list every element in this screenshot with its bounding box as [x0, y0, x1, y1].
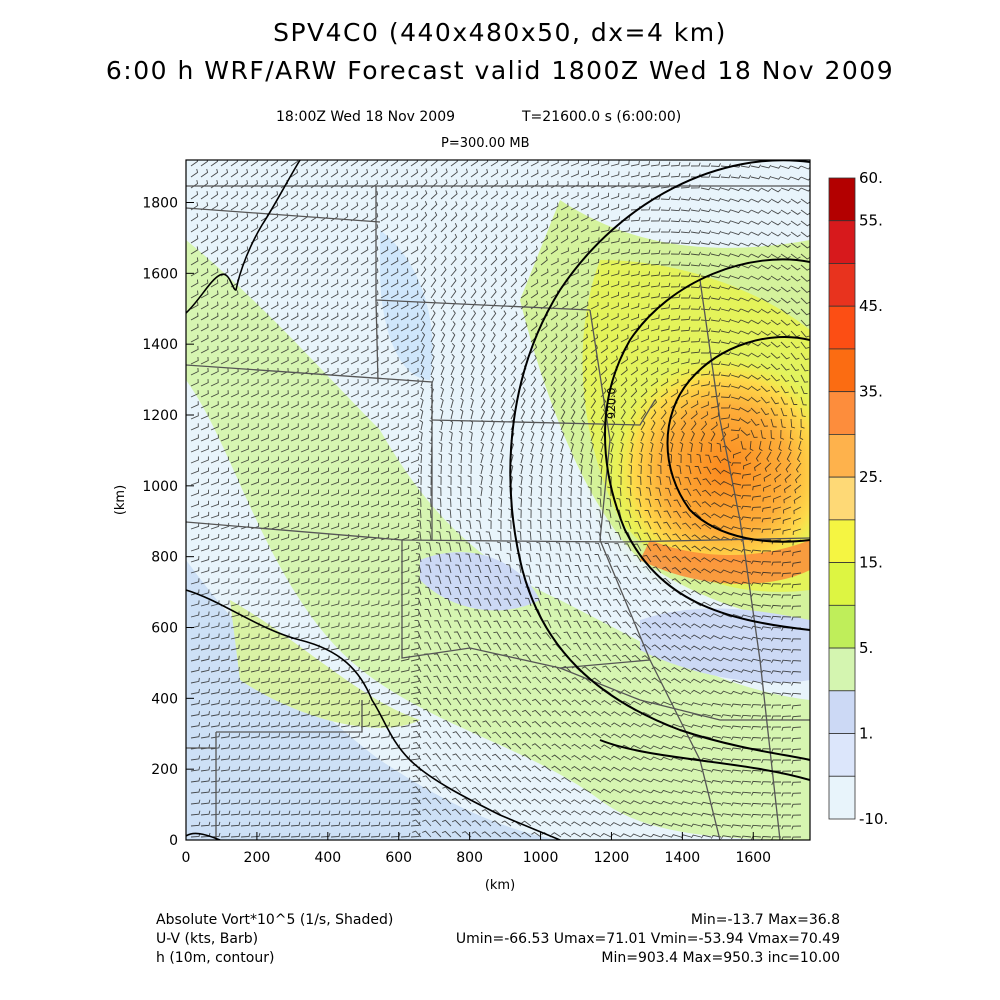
colorbar-swatch	[828, 348, 856, 393]
y-tick-label: 200	[151, 762, 178, 778]
state-boundaries	[186, 185, 810, 840]
forecast-time-label: T=21600.0 s (6:00:00)	[522, 109, 682, 125]
wind-barbs	[190, 160, 810, 840]
colorbar-label: 55.	[859, 212, 883, 230]
x-tick-label: 1200	[594, 850, 630, 866]
height-contours	[509, 160, 810, 781]
x-tick-label: 1000	[523, 850, 559, 866]
colorbar-label: 25.	[859, 468, 883, 486]
colorbar-swatch	[828, 647, 856, 692]
x-tick-label: 1400	[665, 850, 701, 866]
colorbar-label: 5.	[859, 639, 873, 657]
y-axis: 0 200 400 600 800 1000 1200 1400 1600 1800	[142, 196, 194, 849]
y-tick-label: 1000	[142, 479, 178, 495]
legend-field-height: h (10m, contour)	[156, 950, 275, 966]
y-tick-label: 0	[169, 833, 178, 849]
x-tick-label: 200	[244, 850, 271, 866]
colorbar-swatch	[828, 305, 856, 350]
plot-frame	[185, 159, 811, 841]
legend-field-wind: U-V (kts, Barb)	[156, 931, 259, 947]
title-line-2: 6:00 h WRF/ARW Forecast valid 1800Z Wed …	[105, 56, 895, 85]
colorbar-label: 45.	[859, 297, 883, 315]
y-tick-label: 400	[151, 691, 178, 707]
x-axis-label: (km)	[485, 878, 515, 893]
colorbar-label: 15.	[859, 554, 883, 572]
colorbar: 60. 55. 45. 35. 25. 15. 5. 1. -10.	[828, 169, 888, 828]
colorbar-label: 35.	[859, 383, 883, 401]
colorbar-swatch	[828, 433, 856, 478]
x-tick-label: 400	[314, 850, 341, 866]
legend-stats-height: Min=903.4 Max=950.3 inc=10.00	[601, 950, 840, 966]
colorbar-swatch	[828, 476, 856, 521]
x-tick-label: 600	[385, 850, 412, 866]
x-axis: 0 200 400 600 800 1000 1200 1400 1600	[182, 832, 771, 866]
colorbar-swatch	[828, 733, 856, 777]
colorbar-swatch	[828, 690, 856, 734]
contour-label: 920.0	[605, 388, 618, 420]
valid-time-label: 18:00Z Wed 18 Nov 2009	[276, 109, 456, 125]
colorbar-swatch	[828, 519, 856, 563]
y-tick-label: 600	[151, 621, 178, 637]
y-tick-label: 800	[151, 550, 178, 566]
x-tick-label: 1600	[735, 850, 771, 866]
colorbar-label: 1.	[859, 725, 873, 743]
pressure-level-label: P=300.00 MB	[441, 136, 530, 151]
legend-stats-wind: Umin=-66.53 Umax=71.01 Vmin=-53.94 Vmax=…	[455, 931, 840, 947]
colorbar-swatch	[828, 220, 856, 264]
legend-stats-vorticity: Min=-13.7 Max=36.8	[690, 912, 840, 928]
colorbar-label: -10.	[859, 810, 888, 828]
colorbar-swatch	[828, 604, 856, 649]
y-tick-label: 1800	[142, 196, 178, 212]
colorbar-label: 60.	[859, 169, 883, 187]
wind-barbs-layer	[190, 160, 810, 840]
colorbar-swatch	[828, 391, 856, 435]
title-line-1: SPV4C0 (440x480x50, dx=4 km)	[273, 18, 727, 47]
coastlines	[186, 160, 561, 840]
colorbar-swatch	[828, 177, 856, 222]
y-tick-label: 1400	[142, 337, 178, 353]
x-tick-label: 800	[456, 850, 483, 866]
colorbar-swatch	[828, 562, 856, 606]
colorbar-swatch	[828, 263, 856, 307]
y-tick-label: 1600	[142, 266, 178, 282]
y-tick-label: 1200	[142, 408, 178, 424]
y-axis-label: (km)	[113, 485, 128, 515]
colorbar-swatch	[828, 775, 856, 820]
legend-field-vorticity: Absolute Vort*10^5 (1/s, Shaded)	[156, 912, 394, 928]
x-tick-label: 0	[182, 850, 191, 866]
